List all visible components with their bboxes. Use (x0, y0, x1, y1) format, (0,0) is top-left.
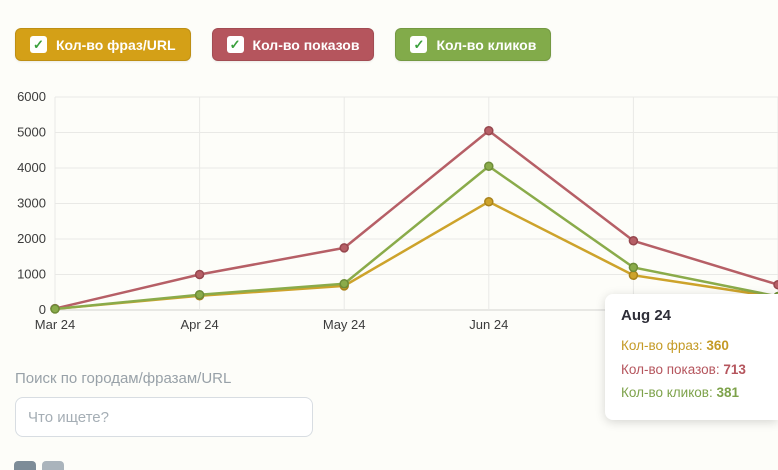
legend-toggle-impressions[interactable]: ✓ Кол-во показов (211, 28, 375, 61)
legend-bar: ✓ Кол-во фраз/URL ✓ Кол-во показов ✓ Кол… (15, 28, 552, 61)
tooltip-row-value: 381 (716, 385, 739, 401)
svg-text:5000: 5000 (17, 125, 46, 140)
svg-text:0: 0 (39, 302, 46, 317)
tooltip-row-label: Кол-во фраз: (621, 338, 703, 353)
svg-text:2000: 2000 (17, 231, 46, 246)
svg-text:1000: 1000 (17, 267, 46, 282)
svg-text:Apr 24: Apr 24 (180, 317, 218, 332)
legend-toggle-clicks[interactable]: ✓ Кол-во кликов (395, 28, 552, 61)
svg-text:6000: 6000 (17, 89, 46, 104)
svg-text:4000: 4000 (17, 160, 46, 175)
tooltip-row-value: 360 (706, 338, 729, 353)
svg-text:Jun 24: Jun 24 (469, 317, 508, 332)
check-icon: ✓ (33, 37, 44, 52)
legend-label-impressions: Кол-во показов (252, 36, 360, 53)
tooltip-row-value: 713 (723, 361, 746, 377)
check-icon: ✓ (229, 37, 241, 52)
partial-button-2[interactable] (42, 461, 64, 470)
legend-label-clicks: Кол-во кликов (436, 36, 537, 53)
checkbox-checked-icon: ✓ (226, 36, 244, 53)
svg-text:Mar 24: Mar 24 (35, 317, 75, 332)
legend-label-phrases: Кол-во фраз/URL (56, 36, 176, 53)
tooltip-row-label: Кол-во показов: (621, 361, 720, 377)
search-label: Поиск по городам/фразам/URL (15, 370, 232, 387)
line-chart-svg[interactable]: 0 1000 2000 3000 4000 5000 6000 Mar 24 Apr 24 May… (0, 85, 778, 345)
tooltip-row-clicks: Кол-во кликов: 381 (621, 381, 762, 405)
check-icon: ✓ (413, 37, 425, 52)
partial-button-1[interactable] (14, 461, 36, 470)
checkbox-checked-icon: ✓ (410, 36, 428, 53)
svg-text:May 24: May 24 (323, 317, 366, 332)
tooltip-row-label: Кол-во кликов: (621, 385, 713, 401)
tooltip-title: Aug 24 (621, 307, 672, 324)
chart-tooltip: Aug 24 Кол-во фраз: 360 Кол-во показов: … (605, 294, 778, 420)
tooltip-row-phrases: Кол-во фраз: 360 (621, 334, 762, 358)
tooltip-row-impressions: Кол-во показов: 713 (621, 358, 762, 382)
checkbox-checked-icon: ✓ (30, 36, 47, 53)
svg-text:3000: 3000 (17, 196, 46, 211)
chart-area: 0 1000 2000 3000 4000 5000 6000 Mar 24 Apr 24 May… (0, 85, 778, 345)
search-input[interactable] (15, 397, 313, 437)
search-section: Поиск по городам/фразам/URL (15, 370, 313, 437)
legend-toggle-phrases[interactable]: ✓ Кол-во фраз/URL (15, 28, 191, 61)
